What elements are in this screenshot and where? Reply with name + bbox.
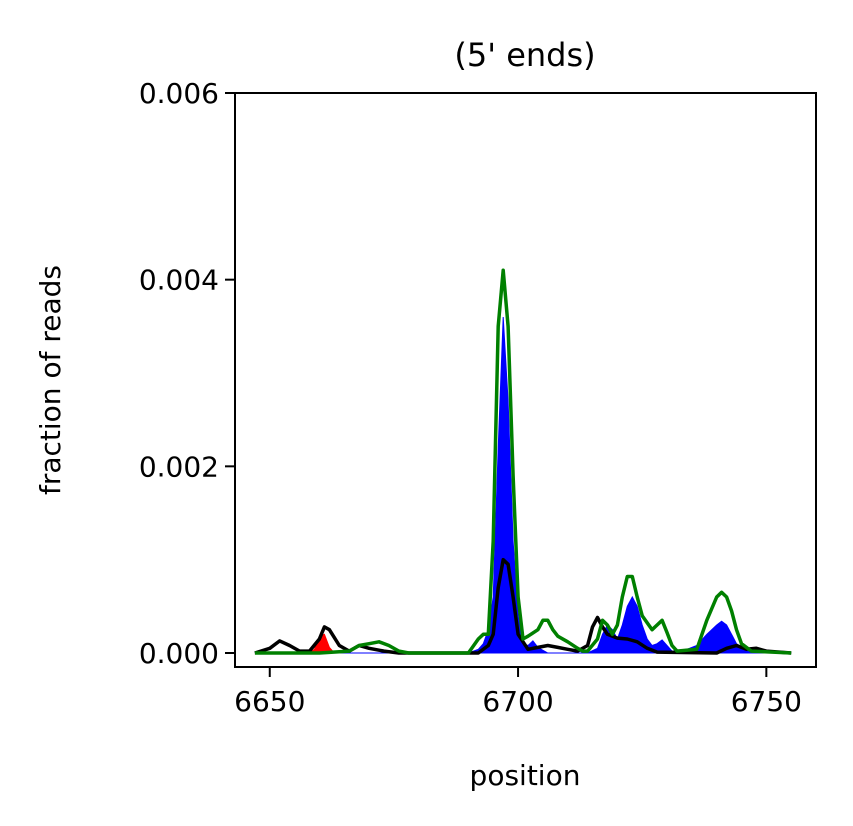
x-tick-label: 6700 [482,685,553,718]
y-tick-label: 0.002 [139,450,219,483]
x-axis-label: position [470,759,581,792]
y-axis-ticks: 0.000 0.002 0.004 0.006 [139,77,235,670]
series-line-2 [254,557,792,655]
x-axis-ticks: 6650 6700 6750 [234,667,802,718]
series-line-3 [254,268,792,655]
chart-title: (5' ends) [454,36,595,74]
x-tick-label: 6750 [731,685,802,718]
y-tick-label: 0.000 [139,637,219,670]
y-tick-label: 0.006 [139,77,219,110]
y-tick-label: 0.004 [139,264,219,297]
plot-marks [254,268,792,655]
x-tick-label: 6650 [234,685,305,718]
plot-frame [234,92,817,668]
y-axis-label: fraction of reads [34,265,67,495]
series-area-1 [254,316,792,654]
